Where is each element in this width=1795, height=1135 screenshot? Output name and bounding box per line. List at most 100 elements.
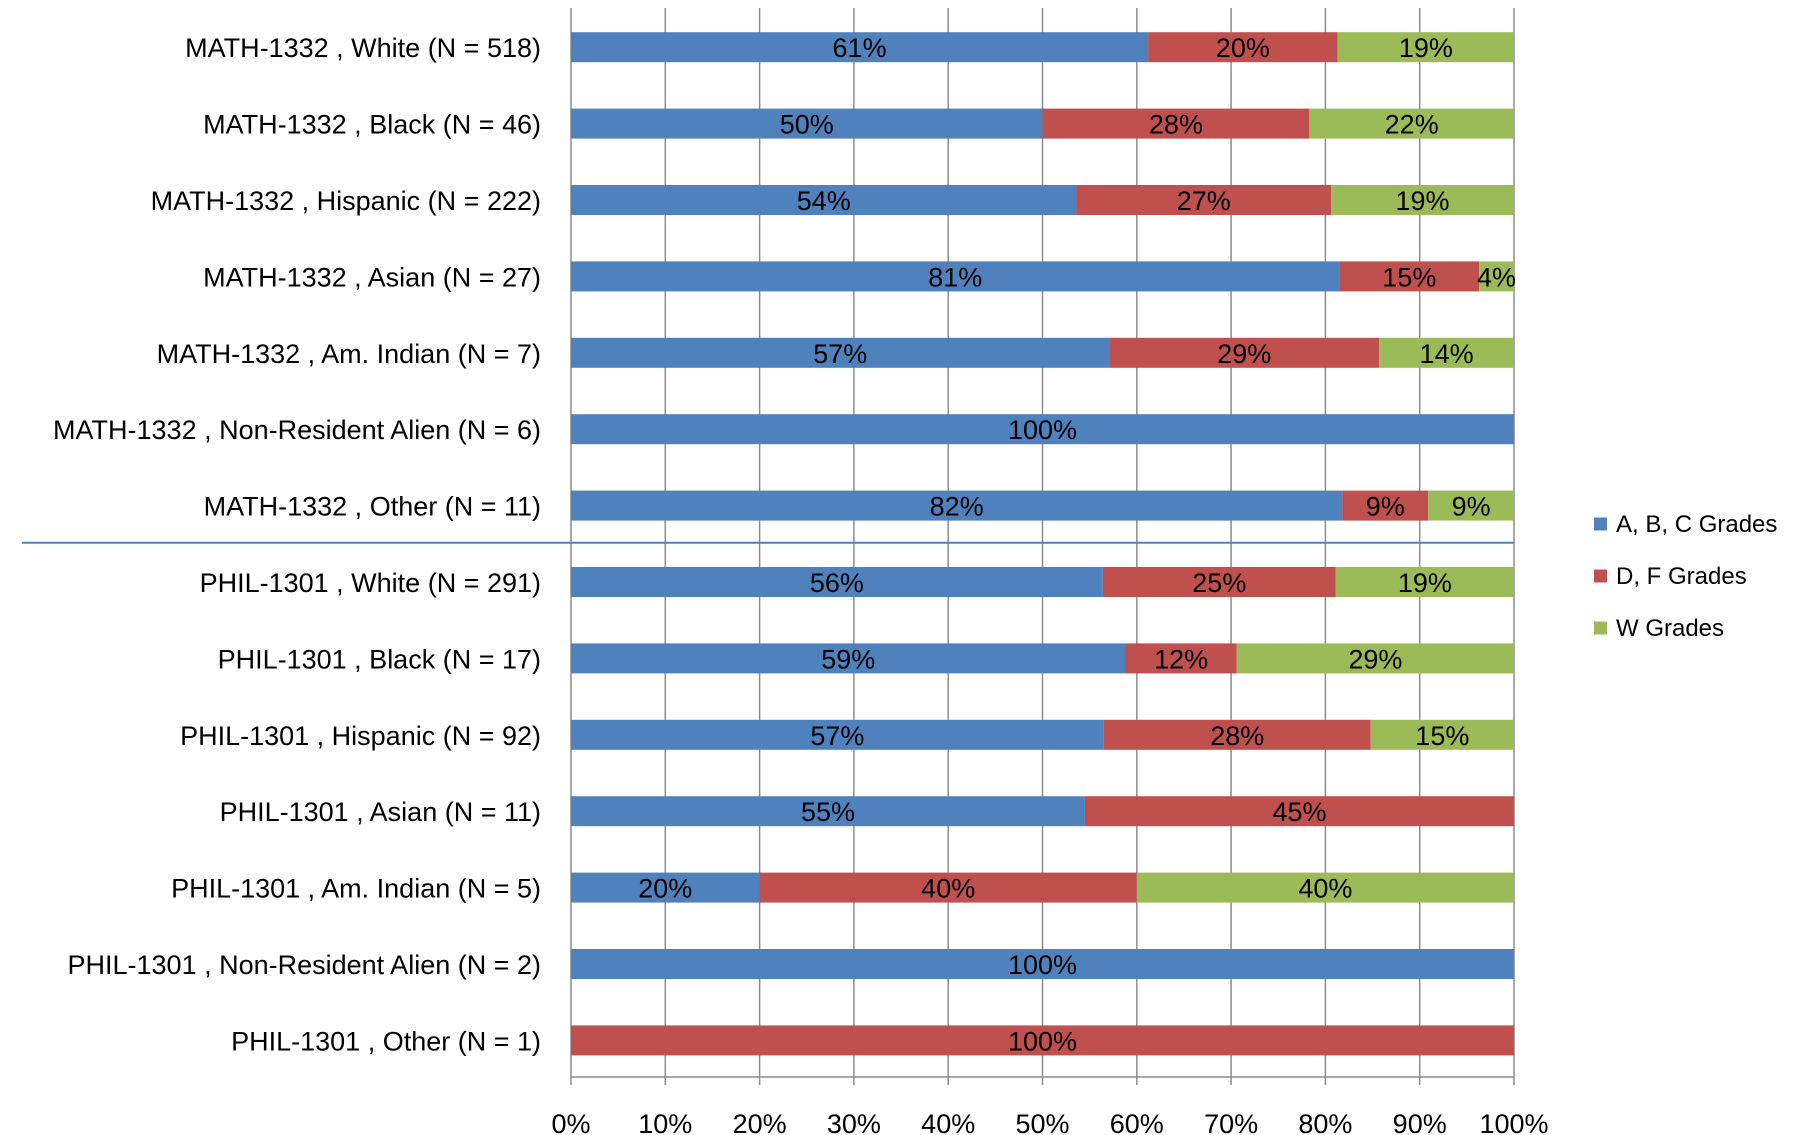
data-label: 22%: [1385, 110, 1439, 140]
bar-segment: [1125, 643, 1237, 674]
data-label: 29%: [1217, 339, 1271, 369]
x-tick-label: 60%: [1110, 1109, 1164, 1135]
legend-swatch: [1594, 569, 1607, 583]
bar-segment: [571, 414, 1514, 445]
data-label: 57%: [810, 721, 864, 751]
data-label: 15%: [1382, 262, 1436, 292]
data-label: 45%: [1272, 797, 1326, 827]
data-label: 19%: [1398, 568, 1452, 598]
category-label: PHIL-1301 , Black (N = 17): [218, 644, 541, 674]
data-label: 55%: [801, 797, 855, 827]
bar-segment: [571, 490, 1343, 521]
bar-segment: [1076, 185, 1332, 215]
x-tick-label: 0%: [551, 1109, 590, 1135]
x-tick-label: 80%: [1298, 1109, 1352, 1135]
bar-segment: [1428, 490, 1514, 521]
x-axis: 0% 10% 20% 30% 40% 50% 60% 70% 80% 90% 100%: [22, 541, 1549, 1135]
category-label: MATH-1332 , Am. Indian (N = 7): [157, 339, 541, 369]
x-tick-label: 10%: [638, 1109, 692, 1135]
bar-segment: [571, 32, 1149, 63]
data-label: 14%: [1420, 339, 1474, 369]
bar-segment: [1148, 32, 1338, 63]
data-label: 19%: [1396, 186, 1450, 216]
bars: [571, 32, 1514, 1056]
data-label: 81%: [928, 262, 982, 292]
data-label: 20%: [638, 874, 692, 904]
data-label: 25%: [1192, 568, 1246, 598]
data-label: 61%: [833, 33, 887, 63]
x-tick-label: 40%: [921, 1109, 975, 1135]
data-label: 28%: [1149, 110, 1203, 140]
data-label: 27%: [1177, 186, 1231, 216]
legend-label: A, B, C Grades: [1616, 511, 1777, 538]
data-label: 40%: [1298, 874, 1352, 904]
bar-segment: [571, 261, 1340, 292]
data-label: 50%: [780, 110, 834, 140]
bar-segment: [1331, 185, 1514, 215]
category-label: PHIL-1301 , Other (N = 1): [231, 1026, 541, 1056]
data-label: 9%: [1366, 492, 1405, 522]
data-label: 9%: [1452, 492, 1491, 522]
bar-segment: [1103, 719, 1371, 750]
x-tick-label: 50%: [1015, 1109, 1069, 1135]
data-label: 4%: [1477, 262, 1516, 292]
category-label: MATH-1332 , Asian (N = 27): [203, 262, 541, 292]
category-labels: MATH-1332 , White (N = 518) MATH-1332 , B…: [53, 33, 541, 1056]
bar-segment: [1342, 490, 1429, 521]
data-label: 100%: [1008, 415, 1077, 445]
category-label: MATH-1332 , Other (N = 11): [204, 492, 541, 522]
bar-segment: [571, 872, 760, 903]
bar-segment: [571, 719, 1104, 750]
legend-label: D, F Grades: [1616, 563, 1747, 590]
x-tick-label: 30%: [827, 1109, 881, 1135]
data-label: 20%: [1216, 33, 1270, 63]
category-label: MATH-1332 , White (N = 518): [185, 33, 541, 63]
data-labels: 61% 20% 19% 50% 28% 22% 54% 27% 19% 81% 15% 4% 57% 29…: [638, 33, 1516, 1056]
data-label: 57%: [813, 339, 867, 369]
bar-segment: [759, 872, 1137, 903]
legend-swatch: [1594, 517, 1607, 531]
bar-segment: [1109, 337, 1380, 368]
category-label: PHIL-1301 , Non-Resident Alien (N = 2): [68, 950, 542, 980]
data-label: 28%: [1210, 721, 1264, 751]
category-label: PHIL-1301 , Am. Indian (N = 5): [171, 874, 541, 904]
data-label: 56%: [810, 568, 864, 598]
data-label: 100%: [1008, 1026, 1077, 1056]
bar-segment: [571, 1025, 1514, 1056]
bar-segment: [1309, 108, 1514, 139]
bar-segment: [571, 643, 1126, 674]
category-label: MATH-1332 , Hispanic (N = 222): [151, 186, 541, 216]
bar-segment: [1084, 796, 1514, 827]
data-label: 12%: [1154, 644, 1208, 674]
category-label: PHIL-1301 , White (N = 291): [200, 568, 541, 598]
category-label: MATH-1332 , Non-Resident Alien (N = 6): [53, 415, 541, 445]
data-label: 29%: [1348, 644, 1402, 674]
data-label: 100%: [1008, 950, 1077, 980]
x-tick-label: 90%: [1393, 1109, 1447, 1135]
bar-segment: [571, 337, 1110, 368]
bar-segment: [1370, 719, 1514, 750]
bar-segment: [1337, 32, 1514, 63]
bar-segment: [1102, 567, 1336, 597]
category-label: PHIL-1301 , Asian (N = 11): [220, 797, 541, 827]
data-label: 54%: [797, 186, 851, 216]
data-label: 40%: [921, 874, 975, 904]
legend-swatch: [1594, 621, 1607, 635]
bar-segment: [571, 949, 1514, 979]
bar-segment: [1236, 643, 1514, 674]
bar-segment: [571, 796, 1085, 827]
bar-segment: [571, 185, 1077, 215]
bar-segment: [1042, 108, 1310, 139]
bar-segment: [571, 567, 1103, 597]
data-label: 19%: [1399, 33, 1453, 63]
x-tick-label: 100%: [1479, 1109, 1548, 1135]
bar-segment: [1335, 567, 1514, 597]
category-label: MATH-1332 , Black (N = 46): [203, 110, 541, 140]
data-label: 82%: [930, 492, 984, 522]
bar-segment: [1136, 872, 1514, 903]
data-label: 59%: [821, 644, 875, 674]
bar-segment: [1379, 337, 1514, 368]
legend-label: W Grades: [1616, 615, 1724, 642]
